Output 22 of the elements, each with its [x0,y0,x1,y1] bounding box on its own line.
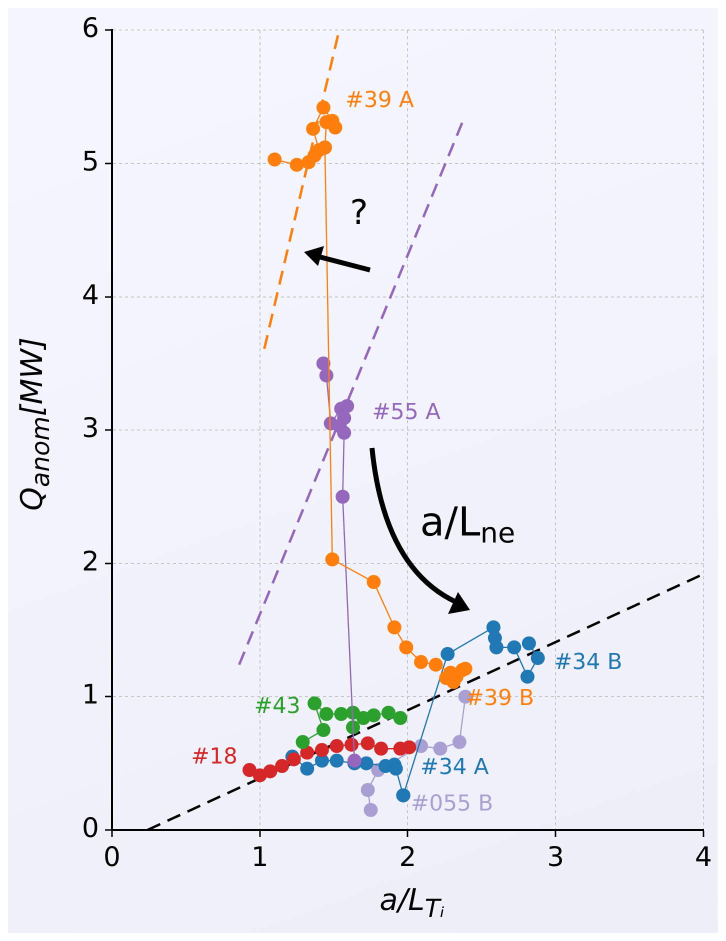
series-label: #43 [254,694,301,720]
x-axis-title: a/L$_{Tᵢ}$ [378,883,446,923]
series-label: #55 A [372,400,441,425]
series-label: #39 B [466,686,534,711]
y-tick-label: 0 [82,813,99,844]
y-tick-label: 5 [82,146,99,178]
series-label: #18 [191,744,238,770]
series-label: #39 A [345,88,414,114]
x-tick-label: 1 [251,842,268,874]
y-tick-label: 2 [82,546,99,578]
y-tick-label: 3 [82,413,99,444]
series-label: #34 B [554,650,622,675]
y-tick-label: 1 [82,680,99,711]
x-tick-label: 0 [103,842,121,874]
series-label: #34 A [420,755,489,780]
annotation: ? [350,192,368,233]
y-tick-label: 6 [82,13,99,44]
x-tick-label: 4 [694,842,712,874]
y-tick-label: 4 [82,280,99,311]
x-tick-label: 3 [546,842,564,874]
x-tick-label: 2 [399,842,416,874]
series-label: #055 B [410,792,494,817]
